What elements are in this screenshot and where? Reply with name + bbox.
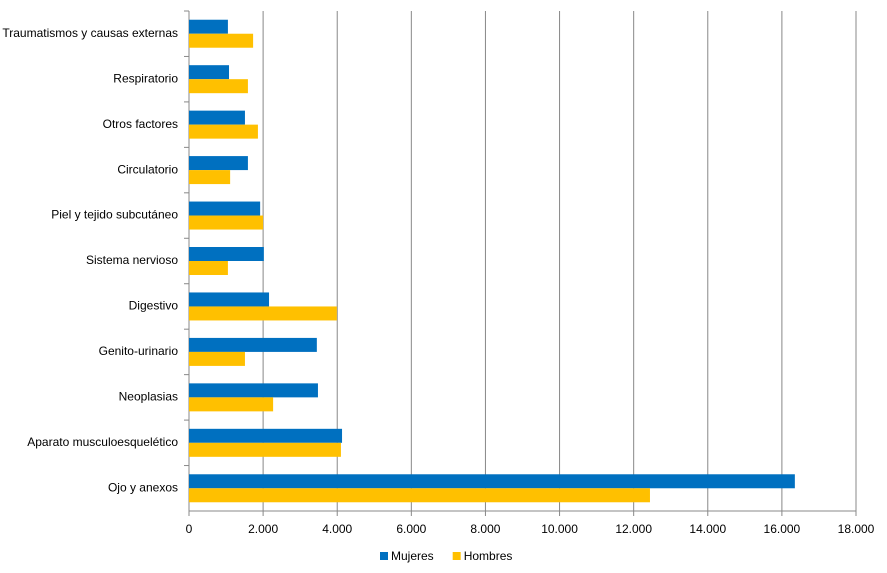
y-tick-label: Traumatismos y causas externas [2, 26, 178, 40]
y-tick-label: Piel y tejido subcutáneo [51, 208, 178, 222]
bar [189, 397, 274, 412]
x-tick-label: 12.000 [615, 522, 652, 536]
bar [189, 488, 650, 503]
legend-swatch [380, 552, 388, 560]
x-tick-label: 18.000 [838, 522, 875, 536]
y-tick-label: Ojo y anexos [108, 480, 178, 494]
y-tick-label: Sistema nervioso [86, 253, 178, 267]
bar [189, 383, 318, 398]
legend-label: Hombres [464, 549, 513, 563]
bar [189, 351, 245, 366]
y-tick-label: Circulatorio [117, 162, 178, 176]
legend-swatch [452, 552, 461, 560]
bar [189, 428, 343, 443]
bar [189, 156, 248, 171]
bar [189, 215, 264, 230]
bar [189, 33, 254, 48]
bar [189, 247, 264, 261]
y-tick-label: Otros factores [103, 117, 178, 131]
y-tick-label: Respiratorio [113, 71, 178, 85]
legend-label: Mujeres [391, 549, 434, 563]
x-tick-label: 0 [186, 522, 193, 536]
bar [189, 110, 245, 125]
x-tick-label: 10.000 [541, 522, 578, 536]
x-tick-label: 2.000 [248, 522, 278, 536]
x-tick-label: 14.000 [689, 522, 726, 536]
y-tick-label: Digestivo [129, 299, 179, 313]
x-tick-label: 16.000 [764, 522, 801, 536]
x-tick-label: 6.000 [396, 522, 426, 536]
y-tick-label: Neoplasias [119, 390, 178, 404]
bar [189, 124, 258, 139]
bar [189, 65, 230, 80]
bar [189, 261, 228, 275]
bar [189, 170, 231, 185]
bar [189, 474, 795, 489]
y-tick-label: Genito-urinario [99, 344, 179, 358]
bar [189, 442, 341, 457]
x-tick-label: 8.000 [470, 522, 500, 536]
bar [189, 79, 248, 94]
bar [189, 337, 317, 352]
bar [189, 292, 270, 307]
bar [189, 19, 228, 34]
bar [189, 306, 337, 321]
x-tick-label: 4.000 [322, 522, 352, 536]
y-tick-label: Aparato musculoesquelético [27, 435, 178, 449]
bar [189, 201, 261, 216]
